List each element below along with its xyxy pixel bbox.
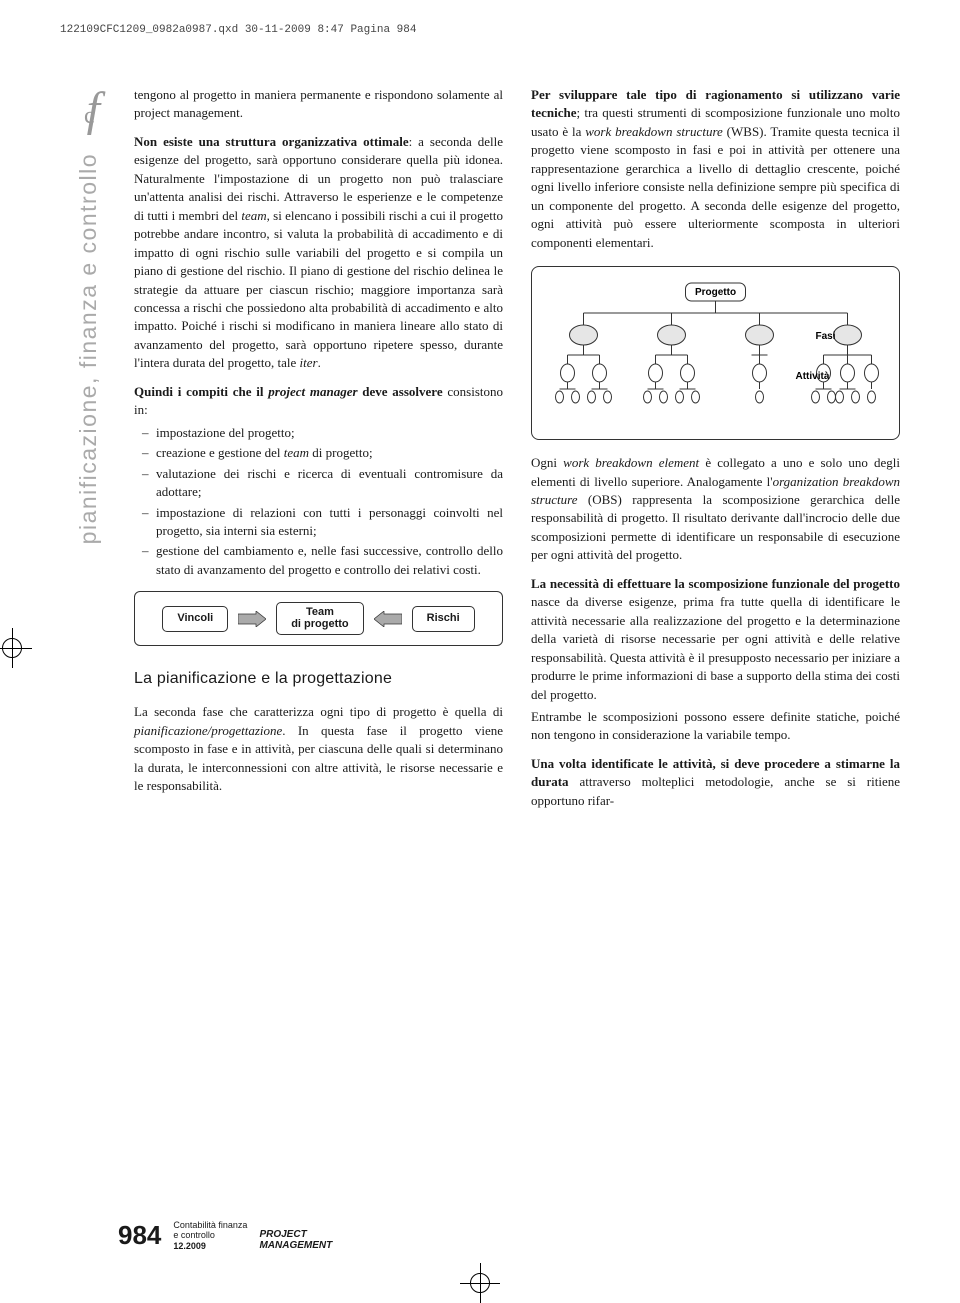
cropmark-left-icon xyxy=(0,628,32,668)
wbs-tree-diagram: Progetto xyxy=(531,266,900,440)
list-item: creazione e gestione del team di progett… xyxy=(146,444,503,462)
list-item: valutazione dei rischi e ricerca di even… xyxy=(146,465,503,502)
diagram-node-team: Team di progetto xyxy=(276,602,363,635)
section-heading: La pianificazione e la progettazione xyxy=(134,668,503,691)
footer-section-l2: MANAGEMENT xyxy=(259,1240,332,1251)
diagram-team-l2: di progetto xyxy=(291,618,348,630)
sidebar: cf pianificazione, finanza e controllo xyxy=(60,86,116,814)
compiti-list: impostazione del progetto; creazione e g… xyxy=(134,424,503,580)
tree-label-top: Progetto xyxy=(695,287,736,298)
footer-series: Contabilità finanza e controllo 12.2009 xyxy=(173,1220,247,1251)
para-lead: Quindi i compiti che il project manager … xyxy=(134,383,503,420)
para: La necessità di effettuare la scomposizi… xyxy=(531,575,900,704)
footer-line1: Contabilità finanza xyxy=(173,1220,247,1230)
para: Non esiste una struttura organizzativa o… xyxy=(134,133,503,373)
diagram-node-vincoli: Vincoli xyxy=(162,606,228,632)
para: tengono al progetto in maniera permanent… xyxy=(134,86,503,123)
footer-section: PROJECT MANAGEMENT xyxy=(259,1229,332,1251)
diagram-vincoli-rischi: Vincoli Team di progetto Rischi xyxy=(134,591,503,646)
footer-line2: e controllo xyxy=(173,1230,247,1240)
logo: cf xyxy=(76,96,100,125)
para: Entrambe le scomposizioni possono essere… xyxy=(531,708,900,745)
logo-c: c xyxy=(84,103,95,129)
cropmark-bottom-icon xyxy=(460,1263,500,1303)
tree-label-mid: Fasi xyxy=(816,331,836,342)
arrow-left-icon xyxy=(374,611,402,627)
tree-label-bottom: Attività xyxy=(796,371,830,382)
footer-section-l1: PROJECT xyxy=(259,1229,332,1240)
para: Per sviluppare tale tipo di ragionamento… xyxy=(531,86,900,252)
tree-attivita-row xyxy=(561,364,879,382)
para: Ogni work breakdown element è collegato … xyxy=(531,454,900,565)
print-header: 122109CFC1209_0982a0987.qxd 30-11-2009 8… xyxy=(60,24,900,36)
diagram-node-rischi: Rischi xyxy=(412,606,475,632)
tree-attivita-connectors xyxy=(568,345,872,365)
para: Una volta identificate le attività, si d… xyxy=(531,755,900,810)
para: La seconda fase che caratterizza ogni ti… xyxy=(134,703,503,795)
column-right: Per sviluppare tale tipo di ragionamento… xyxy=(531,86,900,814)
sidebar-vertical-label: pianificazione, finanza e controllo xyxy=(75,153,102,544)
list-item: gestione del cambiamento e, nelle fasi s… xyxy=(146,542,503,579)
page-footer: 984 Contabilità finanza e controllo 12.2… xyxy=(118,1220,332,1251)
column-left: tengono al progetto in maniera permanent… xyxy=(134,86,503,814)
tree-subleaves xyxy=(556,382,876,403)
list-item: impostazione di relazioni con tutti i pe… xyxy=(146,504,503,541)
footer-issue: 12.2009 xyxy=(173,1241,247,1251)
arrow-right-icon xyxy=(238,611,266,627)
list-item: impostazione del progetto; xyxy=(146,424,503,442)
page-number: 984 xyxy=(118,1220,161,1251)
bold-lead: Non esiste una struttura organizzativa o… xyxy=(134,134,409,149)
diagram-team-l1: Team xyxy=(306,606,334,618)
